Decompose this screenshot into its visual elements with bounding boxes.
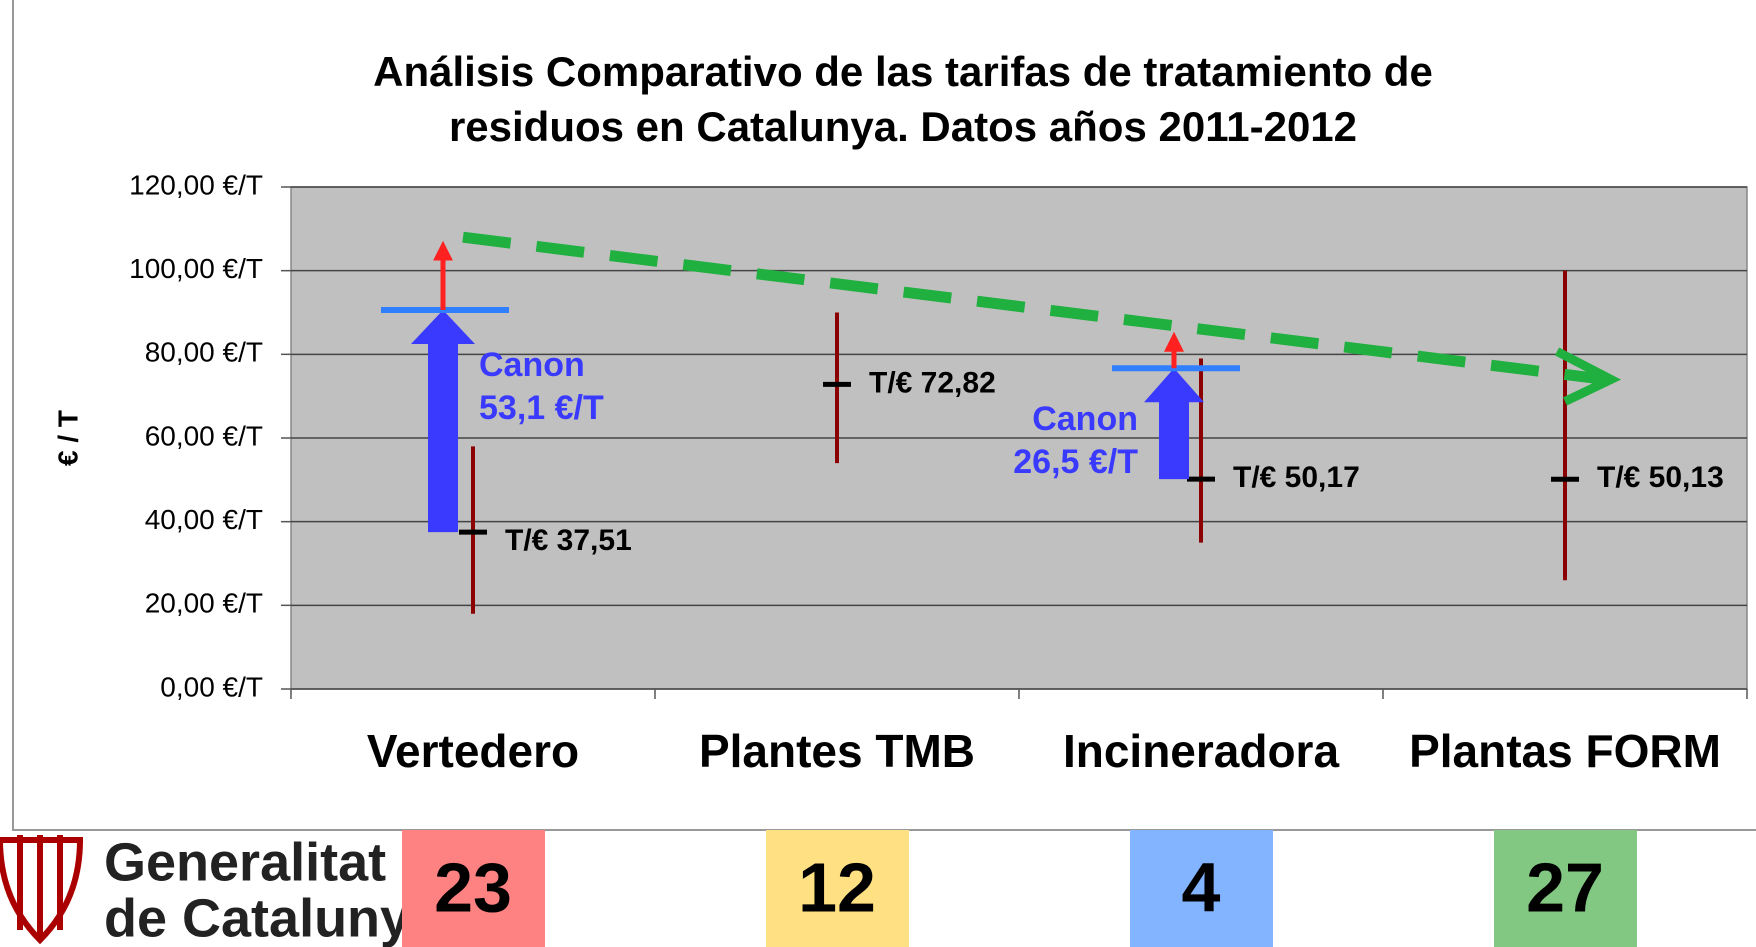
logo-emblem [0,835,84,945]
value-label: T/€ 72,82 [869,366,996,399]
value-label: T/€ 50,13 [1597,461,1724,494]
chart-title: residuos en Catalunya. Datos años 2011-2… [449,103,1357,150]
count-box [402,830,545,947]
y-tick-label: 60,00 €/T [145,420,263,451]
count-box [1130,830,1273,947]
canon-label: Canon [1032,400,1138,438]
canon-value-label: 53,1 €/T [479,389,604,427]
x-tick-label: Vertedero [367,725,579,777]
trend-line [462,231,1606,385]
y-axis-label: € / T [52,410,83,466]
count-label: 12 [798,848,876,926]
y-tick-label: 80,00 €/T [145,337,263,368]
y-tick-label: 100,00 €/T [129,253,263,284]
x-tick-label: Plantas FORM [1409,725,1721,777]
logo-text: Generalitat [104,832,386,892]
chart-title: Análisis Comparativo de las tarifas de t… [373,48,1433,95]
count-label: 23 [434,848,512,926]
count-label: 4 [1182,848,1221,926]
trend-arrow-head [1554,347,1622,406]
count-box [1494,830,1637,947]
count-box [766,830,909,947]
canon-label: Canon [479,346,585,384]
y-tick-label: 40,00 €/T [145,504,263,535]
value-label: T/€ 50,17 [1233,461,1360,494]
logo-text: de Catalunya [104,888,441,947]
y-tick-label: 120,00 €/T [129,169,263,200]
y-tick-label: 20,00 €/T [145,588,263,619]
logo: Generalitat de Catalunya [0,832,441,947]
x-tick-label: Incineradora [1063,725,1340,777]
count-label: 27 [1526,848,1604,926]
canon-value-label: 26,5 €/T [1013,443,1138,481]
canon-arrow [411,309,475,533]
x-tick-label: Plantes TMB [699,725,975,777]
canon-arrow [1144,368,1204,480]
value-label: T/€ 37,51 [505,524,632,557]
y-tick-label: 0,00 €/T [160,671,263,702]
